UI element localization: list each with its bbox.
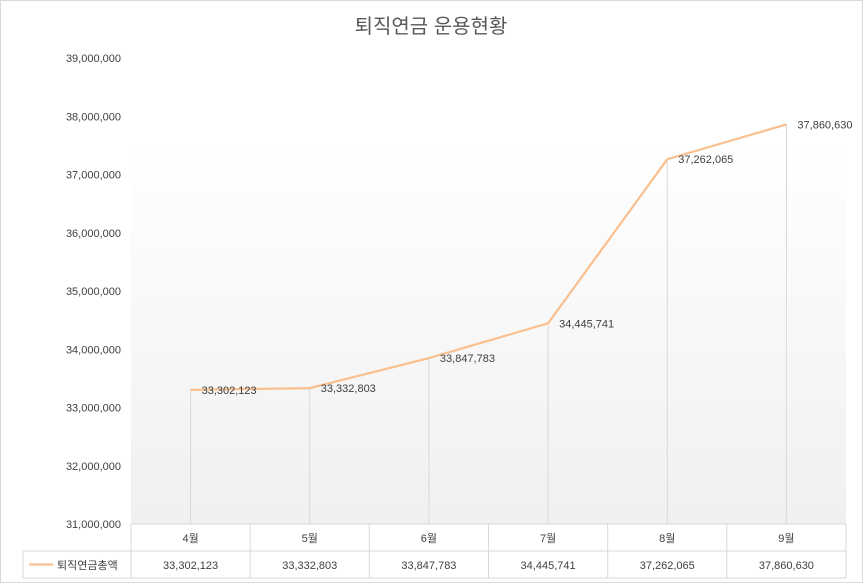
series-layer	[190, 123, 787, 392]
y-tick-label: 37,000,000	[66, 170, 121, 182]
y-tick-label: 33,000,000	[66, 403, 121, 415]
data-label: 37,860,630	[797, 119, 852, 131]
table-value-cell: 33,332,803	[282, 560, 337, 572]
y-axis: 31,000,000 32,000,000 33,000,000 34,000,000…	[66, 53, 121, 531]
plot-area-background	[131, 141, 846, 524]
y-tick-label: 32,000,000	[66, 461, 121, 473]
table-value-cell: 33,302,123	[163, 560, 218, 572]
y-tick-label: 36,000,000	[66, 228, 121, 240]
table-value-cell: 33,847,783	[401, 560, 456, 572]
y-tick-label: 34,000,000	[66, 344, 121, 356]
y-tick-label: 31,000,000	[66, 519, 121, 531]
data-label: 33,332,803	[321, 383, 376, 395]
data-label: 37,262,065	[678, 154, 733, 166]
data-label: 33,302,123	[202, 385, 257, 397]
y-tick-label: 35,000,000	[66, 286, 121, 298]
x-category-label: 5월	[302, 532, 318, 545]
table-value-cell: 37,860,630	[759, 560, 814, 572]
x-category-label: 7월	[540, 532, 556, 545]
legend-label: 퇴직연금총액	[57, 559, 118, 572]
x-category-label: 4월	[182, 532, 198, 545]
data-labels: 33,302,123 33,332,803 33,847,783 34,445,741…	[202, 119, 853, 397]
data-label: 33,847,783	[440, 353, 495, 365]
x-category-label: 8월	[659, 532, 675, 545]
table-value-cell: 37,262,065	[640, 560, 695, 572]
x-category-label: 9월	[778, 532, 794, 545]
data-label: 34,445,741	[559, 318, 614, 330]
y-tick-label: 38,000,000	[66, 111, 121, 123]
series-line	[190, 123, 787, 392]
y-tick-label: 39,000,000	[66, 53, 121, 65]
drop-lines	[190, 124, 787, 524]
data-table: 4월 5월 6월 7월 8월 9월 33,302,123 33,332,803 33,847,7…	[22, 523, 847, 579]
x-category-label: 6월	[421, 532, 437, 545]
chart-title: 퇴직연금 운용현황	[355, 15, 508, 38]
table-value-cell: 34,445,741	[521, 560, 576, 572]
